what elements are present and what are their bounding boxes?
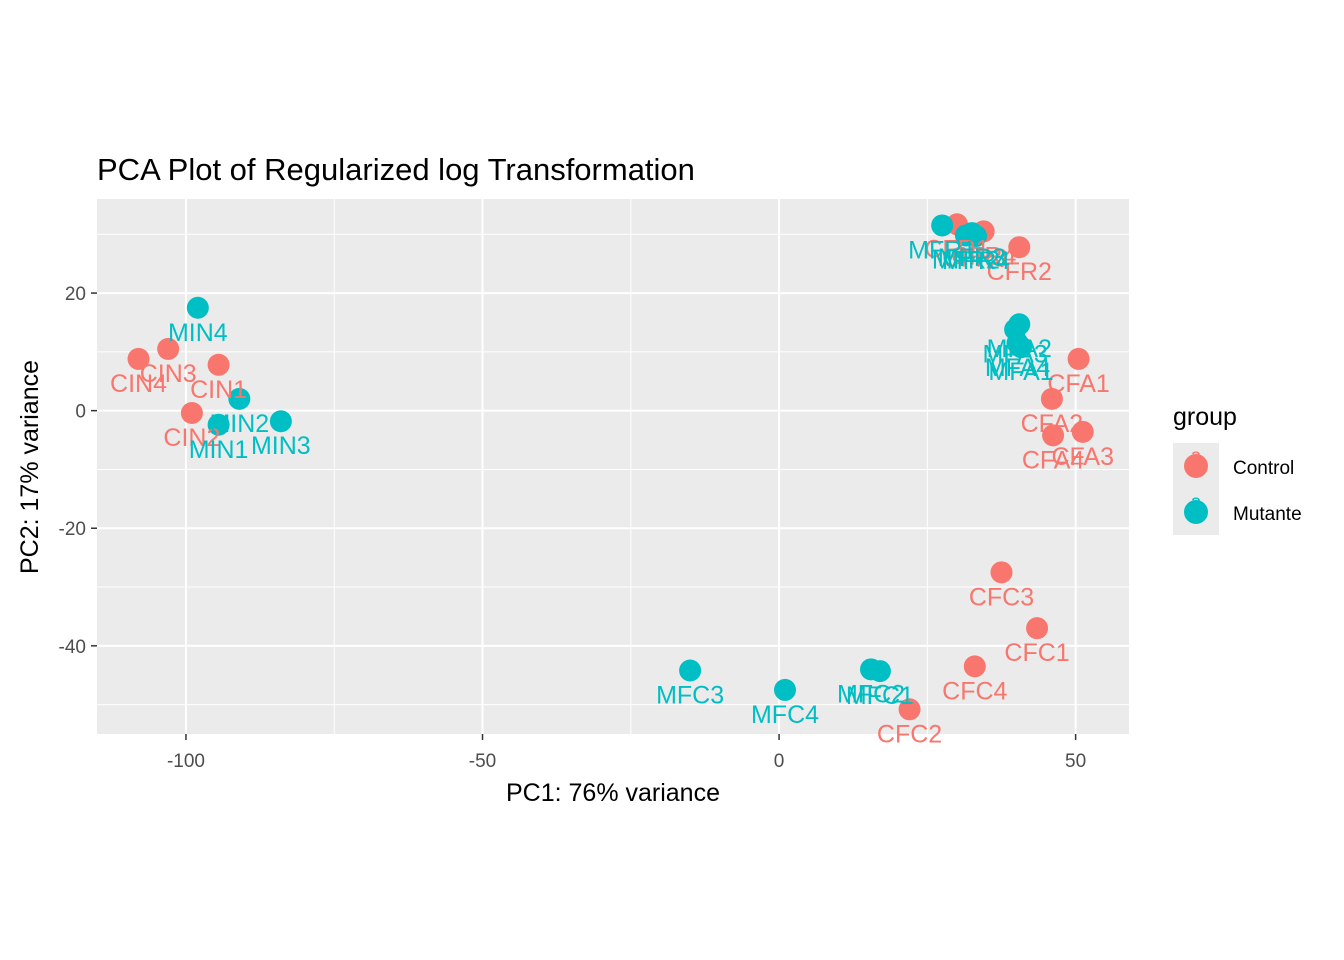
data-point-label: MFR2 (932, 246, 1000, 274)
y-tick-label: 20 (65, 284, 86, 305)
data-point-label: MIN2 (209, 410, 269, 438)
data-point (990, 561, 1013, 584)
data-point (1026, 617, 1049, 640)
data-point-label: CFC1 (1004, 639, 1069, 667)
data-point (1008, 236, 1031, 259)
data-point (963, 655, 986, 678)
data-point-label: CFR3 (942, 245, 1007, 273)
data-point-label: CIN1 (190, 376, 247, 404)
data-point (228, 387, 251, 410)
x-axis-title: PC1: 76% variance (506, 779, 720, 807)
x-tick-label: 50 (1065, 751, 1086, 772)
data-point (931, 214, 954, 237)
chart-title: PCA Plot of Regularized log Transformati… (97, 152, 695, 187)
data-point-label: MFA1 (988, 358, 1053, 386)
data-point-label: CFA4 (1022, 446, 1085, 474)
data-point (1067, 347, 1090, 370)
data-point-label: MFR3 (938, 244, 1006, 272)
data-point-label: CIN4 (110, 370, 167, 398)
data-point-label: CFC3 (969, 583, 1034, 611)
data-point (774, 678, 796, 701)
x-tick-label: 0 (774, 751, 785, 772)
data-point-label: CFA3 (1051, 443, 1114, 471)
data-point-label: MIN4 (168, 319, 228, 347)
data-point (1040, 387, 1063, 410)
data-point (1042, 424, 1065, 447)
data-point-label: CFR4 (951, 242, 1016, 270)
data-point-label: CFR1 (924, 235, 989, 263)
data-point (157, 337, 180, 360)
axis-ticks (91, 292, 1077, 740)
axis-tick-labels: -100 -50 0 50 -40 -20 0 20 (59, 284, 1087, 772)
data-point (1071, 420, 1094, 443)
data-point-label: MFC1 (846, 682, 914, 710)
x-tick-label: -100 (167, 751, 205, 772)
y-tick-label: -20 (59, 519, 86, 540)
legend-key-point (1184, 500, 1208, 524)
data-point-label: CIN3 (140, 360, 197, 388)
legend-key-glyph: a (1191, 446, 1202, 467)
legend-key-point (1184, 454, 1208, 478)
data-point (964, 225, 987, 248)
data-point (186, 296, 209, 319)
legend-title: group (1173, 403, 1237, 431)
data-point-label: CIN2 (163, 424, 220, 452)
plot-panel (97, 199, 1129, 734)
data-point (127, 347, 150, 370)
legend-label: Control (1233, 458, 1294, 479)
data-point (679, 659, 702, 682)
data-point-label: MFC3 (656, 682, 724, 710)
data-point-label: MFA3 (982, 341, 1047, 369)
data-point-label: CFC2 (877, 720, 942, 748)
data-point-label: MFC4 (751, 701, 819, 729)
legend-key-glyph: a (1191, 492, 1202, 513)
data-point-label: MFA4 (985, 354, 1050, 382)
data-point (898, 698, 921, 721)
data-point-label: CFA2 (1021, 410, 1084, 438)
data-point-label: CFC4 (942, 677, 1007, 705)
y-tick-label: 0 (75, 402, 86, 423)
major-gridlines (97, 199, 1129, 734)
y-tick-label: -40 (59, 637, 86, 658)
x-tick-label: -50 (469, 751, 496, 772)
data-point (269, 410, 292, 433)
data-point-label: MFR4 (942, 247, 1010, 275)
legend: group a Control a Mutante (1173, 403, 1302, 535)
data-point-label: MIN3 (251, 432, 311, 460)
data-point (207, 413, 230, 436)
data-points (127, 213, 1094, 721)
data-point (207, 353, 230, 376)
data-point (868, 660, 891, 683)
minor-gridlines (97, 199, 1129, 734)
data-point (1010, 336, 1033, 359)
y-axis-title: PC2: 17% variance (16, 360, 44, 574)
data-point-label: CFA1 (1047, 370, 1110, 398)
legend-label: Mutante (1233, 504, 1302, 525)
data-point-label: CFR2 (987, 258, 1052, 286)
data-point-label: MFC2 (837, 680, 905, 708)
data-point-label: MFR1 (908, 236, 976, 264)
data-point (180, 402, 203, 424)
data-point-label: MFA2 (987, 335, 1052, 363)
data-point-label: MIN1 (189, 436, 249, 464)
